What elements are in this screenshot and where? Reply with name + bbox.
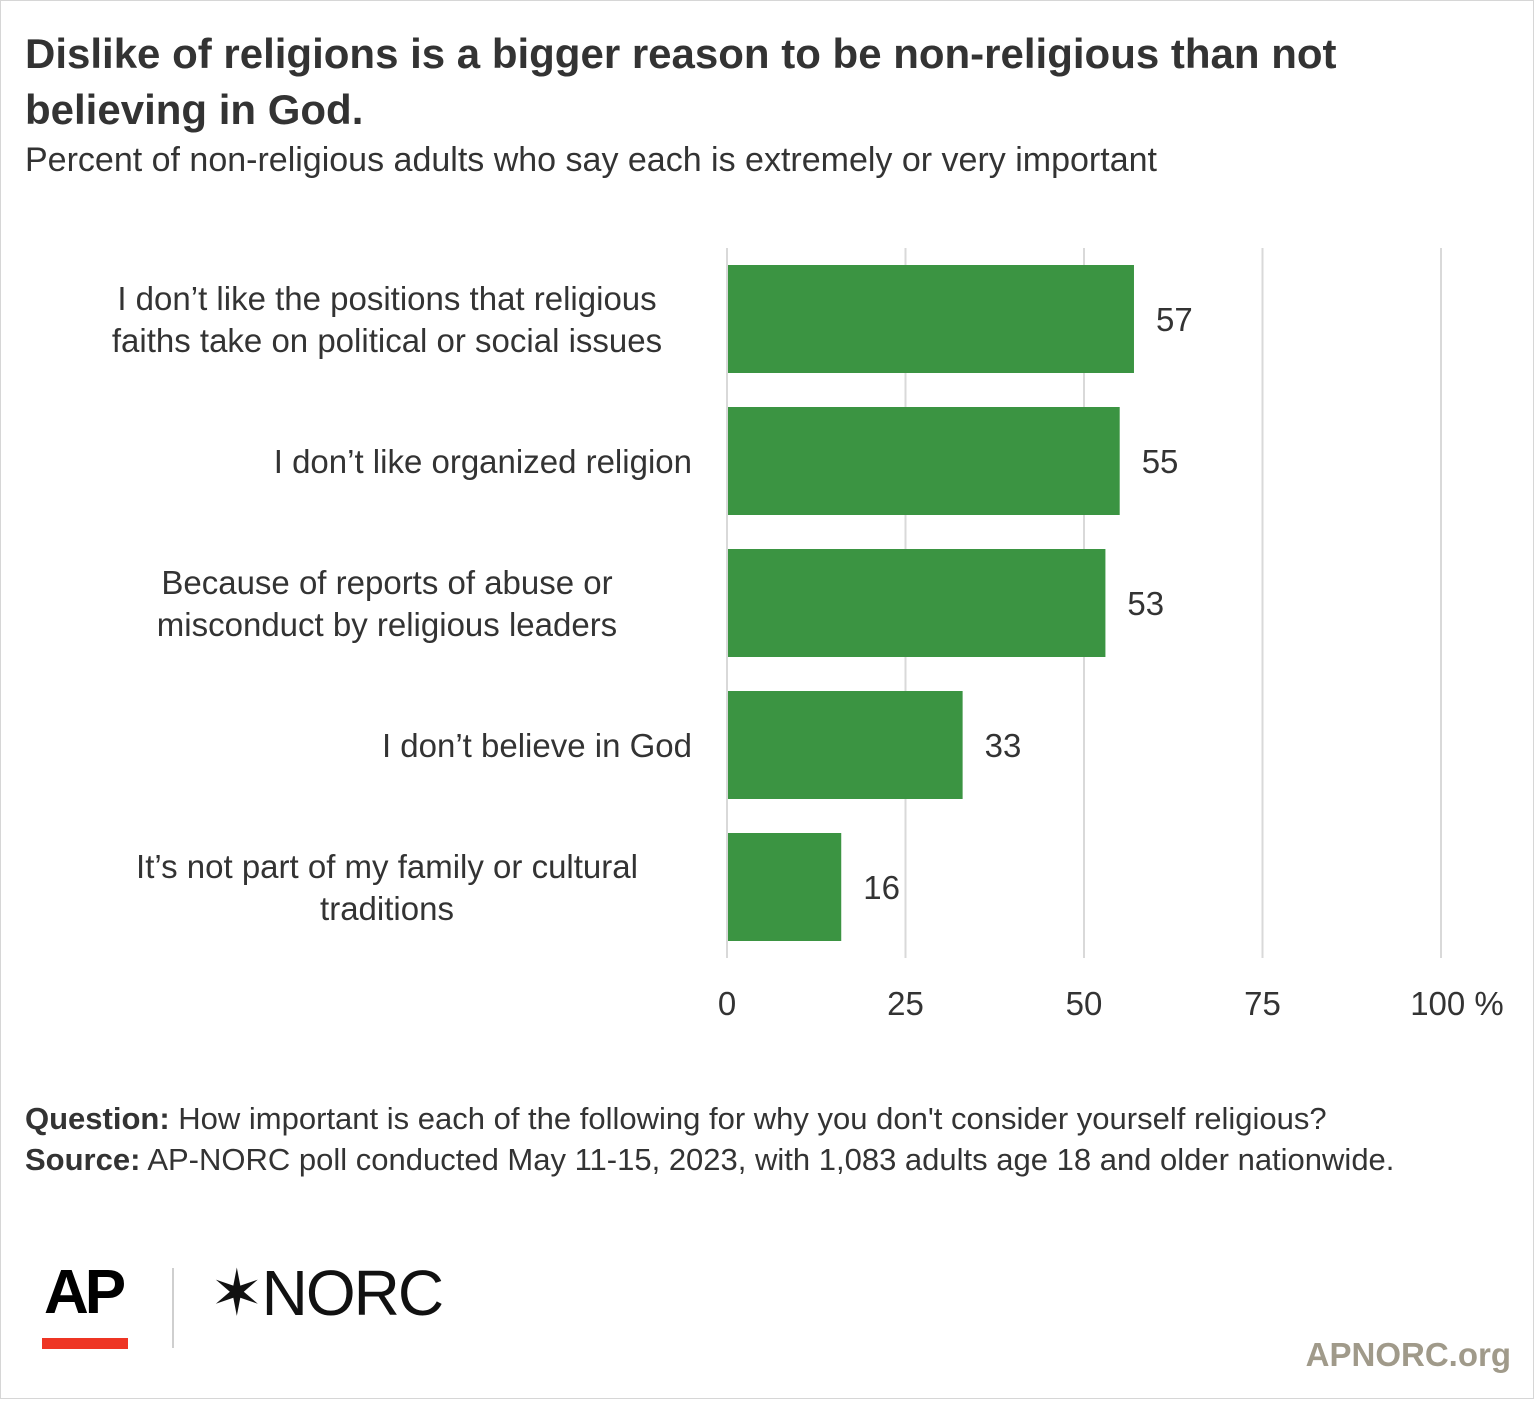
bar (728, 691, 963, 799)
source-note: Source: AP-NORC poll conducted May 11-15… (25, 1139, 1515, 1180)
x-axis-ticks: 0 25 50 75 100 % (718, 985, 1504, 1022)
norc-star-icon: ✶ (210, 1257, 264, 1329)
bar-value-label: 16 (863, 869, 900, 906)
bar-chart: I don’t like the positions that religiou… (112, 248, 1504, 1022)
category-label: It’s not part of my family or cultural tr… (136, 848, 638, 927)
category-label-line: traditions (320, 890, 454, 927)
bar-value-label: 55 (1142, 443, 1179, 480)
source-text: AP-NORC poll conducted May 11-15, 2023, … (147, 1142, 1395, 1177)
bar-value-label: 57 (1156, 301, 1193, 338)
bar (728, 407, 1120, 515)
question-label: Question: (25, 1101, 170, 1136)
x-tick-label: 25 (887, 985, 924, 1022)
category-label: Because of reports of abuse or misconduct… (157, 564, 617, 643)
category-label: I don’t believe in God (382, 727, 692, 764)
norc-logo-text: NORC (261, 1257, 444, 1329)
norc-logo: ✶NORC (210, 1257, 444, 1329)
category-label-line: Because of reports of abuse or (161, 564, 612, 601)
bar (728, 833, 842, 941)
x-tick-label: 100 % (1410, 985, 1504, 1022)
chart-subtitle: Percent of non-religious adults who say … (25, 141, 1157, 179)
x-tick-label: 75 (1244, 985, 1281, 1022)
category-label: I don’t like organized religion (274, 443, 692, 480)
category-label-line: I don’t like organized religion (274, 443, 692, 480)
category-label-line: It’s not part of my family or cultural (136, 848, 638, 885)
category-label-line: I don’t like the positions that religiou… (117, 280, 656, 317)
site-link[interactable]: APNORC.org (1305, 1336, 1511, 1373)
ap-logo-underline (42, 1338, 128, 1349)
bar-value-label: 53 (1127, 585, 1164, 622)
chart-title: Dislike of religions is a bigger reason … (25, 30, 1337, 133)
category-label-line: I don’t believe in God (382, 727, 692, 764)
question-text: How important is each of the following f… (178, 1101, 1327, 1136)
category-label-line: misconduct by religious leaders (157, 606, 617, 643)
x-tick-label: 0 (718, 985, 736, 1022)
question-note: Question: How important is each of the f… (25, 1098, 1515, 1139)
x-tick-label: 50 (1066, 985, 1103, 1022)
bar-value-label: 33 (985, 727, 1022, 764)
category-labels: I don’t like the positions that religiou… (112, 280, 692, 927)
bar (728, 265, 1134, 373)
bar (728, 549, 1106, 657)
category-label-line: faiths take on political or social issue… (112, 322, 662, 359)
source-label: Source: (25, 1142, 141, 1177)
logo-divider (172, 1268, 174, 1348)
bars (728, 265, 1134, 941)
chart-notes: Question: How important is each of the f… (25, 1098, 1515, 1180)
category-label: I don’t like the positions that religiou… (112, 280, 662, 359)
value-labels: 57 55 53 33 16 (863, 301, 1192, 906)
ap-logo: AP (44, 1258, 126, 1327)
